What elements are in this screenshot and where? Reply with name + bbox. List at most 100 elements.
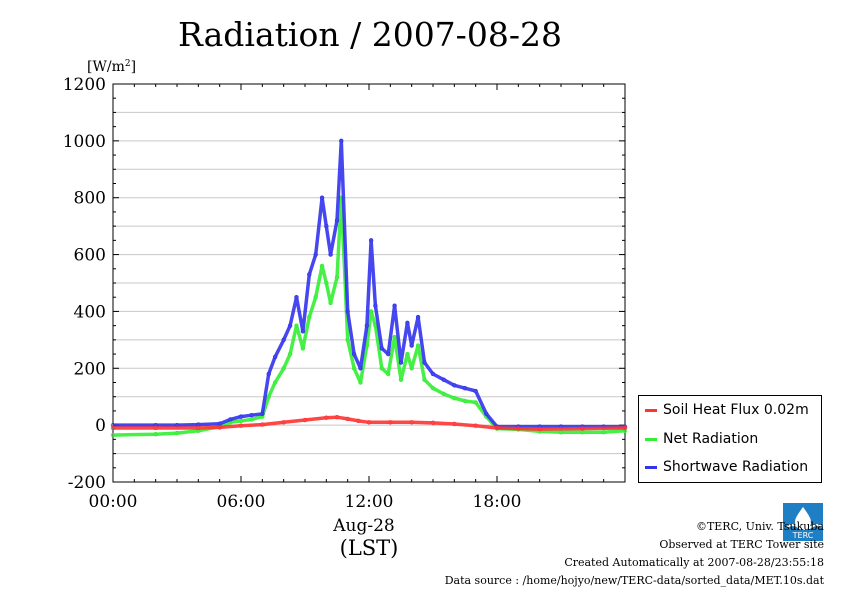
y-axis-label: [W/m2] [87, 59, 136, 75]
data-point [345, 416, 350, 422]
y-tick-label: 1200 [63, 75, 106, 95]
data-point [266, 394, 271, 399]
data-point [307, 314, 312, 320]
data-point [415, 343, 421, 348]
data-point [300, 329, 306, 334]
data-point [580, 426, 585, 431]
net-radiation-swatch [645, 437, 657, 441]
data-point [358, 380, 363, 385]
data-point [405, 320, 410, 325]
series-layer [110, 138, 628, 438]
data-point [319, 195, 325, 200]
x-tick-label: 00:00 [89, 492, 138, 512]
data-point [409, 420, 414, 425]
data-point [422, 360, 427, 365]
data-point [313, 252, 318, 257]
y-tick-label: 400 [74, 302, 106, 322]
data-point [409, 343, 414, 348]
data-point [398, 377, 404, 382]
data-point [300, 346, 306, 351]
data-point [386, 371, 391, 377]
shortwave-radiation-swatch [645, 465, 657, 469]
data-point [153, 425, 158, 431]
data-point [249, 412, 254, 418]
data-point [334, 414, 340, 420]
series-line-soil-heat-flux-0-02m [113, 415, 626, 431]
site-text: Observed at TERC Tower site [659, 538, 824, 551]
data-point [368, 238, 374, 243]
data-point [238, 414, 244, 419]
data-point [319, 263, 325, 269]
copyright-text: ©TERC, Univ. Tsukuba [695, 520, 824, 533]
data-point [294, 323, 299, 328]
data-point [373, 303, 378, 308]
data-point [260, 411, 265, 416]
data-point [452, 383, 457, 388]
chart-title: Radiation / 2007-08-28 [178, 15, 562, 54]
data-point [294, 295, 299, 300]
data-point [351, 366, 357, 371]
data-point [334, 218, 340, 223]
data-point [430, 385, 436, 391]
data-point [388, 420, 393, 425]
data-point [272, 354, 278, 360]
data-point [516, 426, 521, 431]
terc-logo-icon: TERC [783, 503, 823, 541]
data-point [328, 300, 333, 306]
data-point [484, 411, 489, 416]
data-point [494, 425, 500, 431]
x-tick-label: 18:00 [473, 492, 522, 512]
data-point [324, 415, 329, 420]
data-point [281, 420, 286, 425]
data-point [430, 420, 436, 426]
data-point [281, 366, 286, 371]
data-point [356, 418, 361, 424]
legend-item-shortwave-radiation: Shortwave Radiation [645, 457, 808, 477]
data-point [324, 280, 329, 286]
data-point [238, 418, 244, 424]
data-point [452, 395, 457, 401]
data-source-text: Data source : /home/hojyo/new/TERC-data/… [444, 574, 824, 587]
data-point [228, 417, 233, 422]
series-line-shortwave-radiation [113, 139, 625, 429]
data-point [324, 223, 329, 229]
data-point [473, 423, 478, 428]
legend-label: Soil Heat Flux 0.02m [663, 402, 809, 418]
series-line-net-radiation [112, 195, 626, 437]
data-point [422, 377, 427, 382]
y-tick-label: 0 [95, 416, 106, 436]
data-point [328, 252, 333, 257]
svg-text:TERC: TERC [792, 531, 814, 540]
x-axis-timezone-label: (LST) [340, 536, 399, 560]
data-point [260, 422, 265, 427]
x-tick-label: 12:00 [345, 492, 394, 512]
x-axis-date-label: Aug-28 [332, 516, 394, 536]
data-point [217, 425, 222, 430]
legend: Soil Heat Flux 0.02m Net Radiation Short… [638, 395, 822, 483]
data-point [379, 346, 384, 351]
data-point [110, 432, 116, 438]
data-point [334, 275, 340, 280]
created-text: Created Automatically at 2007-08-28/23:5… [564, 556, 824, 569]
data-point [110, 425, 116, 431]
data-point [379, 366, 384, 371]
data-point [345, 337, 350, 343]
data-point [622, 425, 628, 431]
data-point [153, 432, 158, 437]
data-point [339, 138, 344, 144]
data-point [441, 391, 446, 397]
data-point [601, 430, 606, 435]
data-point [452, 421, 457, 427]
axis-ticks: -200 0 200 400 600 800 1000 1200 00:00 06:00 12:00… [63, 75, 626, 512]
data-point [266, 371, 271, 377]
legend-item-soil-heat-flux: Soil Heat Flux 0.02m [645, 400, 809, 420]
data-point [398, 360, 404, 365]
data-point [415, 314, 421, 320]
legend-item-net-radiation: Net Radiation [645, 429, 758, 449]
data-point [307, 272, 312, 277]
data-point [302, 417, 308, 423]
data-point [358, 366, 363, 371]
y-tick-label: 200 [74, 359, 106, 379]
data-point [351, 351, 357, 357]
